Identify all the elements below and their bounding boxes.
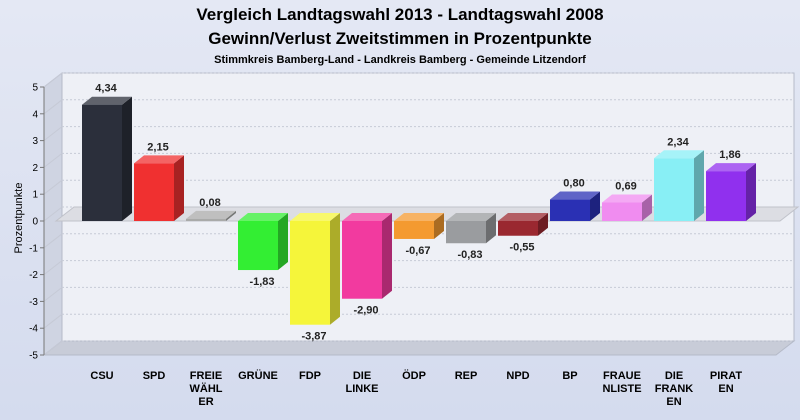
gridline-side bbox=[43, 260, 63, 275]
bar-side bbox=[590, 191, 600, 221]
bar-top bbox=[82, 96, 132, 105]
data-label: 1,86 bbox=[719, 149, 740, 161]
y-tick-label: 0 bbox=[32, 217, 38, 228]
data-label: -0,83 bbox=[457, 249, 482, 261]
data-label: 0,80 bbox=[563, 178, 584, 190]
y-tick-label: 4 bbox=[32, 109, 38, 120]
chart-title-line2: Gewinn/Verlust Zweitstimmen in Prozentpu… bbox=[208, 29, 592, 48]
data-label: -1,83 bbox=[249, 276, 274, 288]
bar-top bbox=[602, 194, 652, 203]
bar-side bbox=[226, 210, 236, 221]
bar-side bbox=[694, 150, 704, 221]
bar-top bbox=[342, 213, 392, 221]
bar-side bbox=[278, 213, 288, 271]
bar-side bbox=[382, 213, 392, 299]
x-tick-label: FDP bbox=[299, 370, 321, 382]
data-label: -0,55 bbox=[509, 242, 534, 254]
gridline-side bbox=[43, 126, 63, 141]
bar-top bbox=[498, 213, 548, 221]
data-label: -3,87 bbox=[301, 331, 326, 343]
plot-area: 5 4 3 2 1 0 -1 -2 -3 -4 -5 4,34 CSU 2,15 SPD 0,08 FREIE W… bbox=[29, 71, 800, 408]
gridline-side bbox=[43, 340, 63, 356]
bar-side bbox=[746, 163, 756, 221]
bar bbox=[394, 221, 434, 239]
bar-top bbox=[186, 210, 236, 219]
bar bbox=[550, 199, 590, 221]
x-tick-label: NPD bbox=[506, 370, 529, 382]
data-label: 4,34 bbox=[95, 83, 117, 95]
y-axis-label: Prozentpunkte bbox=[13, 183, 25, 254]
bar-top bbox=[446, 213, 496, 221]
y-tick-label: 5 bbox=[32, 83, 38, 94]
data-label: 2,34 bbox=[667, 136, 689, 148]
x-tick-label: SPD bbox=[143, 370, 166, 382]
bar bbox=[238, 221, 278, 271]
y-tick-label: 2 bbox=[32, 163, 38, 174]
data-label: -2,90 bbox=[353, 305, 378, 317]
gridline-side bbox=[43, 179, 63, 195]
x-tick-label: DIE LINKE bbox=[346, 370, 379, 395]
bar-top bbox=[706, 163, 756, 172]
x-tick-label: REP bbox=[455, 370, 478, 382]
bar bbox=[602, 202, 642, 221]
bar bbox=[82, 104, 122, 221]
bar-side bbox=[434, 213, 444, 239]
bar-top bbox=[394, 213, 444, 221]
data-label: 0,08 bbox=[199, 197, 220, 209]
bar-side bbox=[642, 194, 652, 221]
y-tick-label: 3 bbox=[32, 136, 38, 147]
bar bbox=[498, 221, 538, 236]
bar bbox=[186, 218, 226, 221]
data-label: -0,67 bbox=[405, 245, 430, 257]
bar-top bbox=[134, 155, 184, 164]
gridline-side bbox=[43, 72, 63, 88]
chart-title-line1: Vergleich Landtagswahl 2013 - Landtagswa… bbox=[196, 5, 603, 24]
data-label: 2,15 bbox=[147, 141, 168, 153]
bar bbox=[446, 221, 486, 244]
bar-top bbox=[550, 191, 600, 200]
y-tick-label: -1 bbox=[29, 243, 38, 254]
chart-subtitle: Stimmkreis Bamberg-Land - Landkreis Bamb… bbox=[214, 54, 586, 66]
bar bbox=[290, 221, 330, 325]
x-tick-label: ÖDP bbox=[402, 369, 426, 382]
x-tick-label: FREIE WÄHL ER bbox=[190, 370, 223, 408]
y-tick-label: -3 bbox=[29, 297, 38, 308]
gridline-side bbox=[43, 313, 63, 329]
bar bbox=[342, 221, 382, 299]
bar bbox=[706, 171, 746, 221]
bar-top bbox=[654, 150, 704, 159]
bar-side bbox=[174, 155, 184, 221]
bar-top bbox=[290, 213, 340, 221]
x-tick-label: DIE FRANK EN bbox=[655, 370, 694, 408]
y-tick-label: -5 bbox=[29, 351, 38, 362]
bar-side bbox=[122, 96, 132, 221]
bar-side bbox=[330, 213, 340, 325]
y-tick-label: -2 bbox=[29, 270, 38, 281]
plot-floor bbox=[42, 340, 796, 356]
gridline-side bbox=[43, 233, 63, 249]
x-tick-label: FRAUE NLISTE bbox=[602, 370, 641, 395]
bar bbox=[654, 158, 694, 221]
gridline-side bbox=[43, 287, 63, 302]
gridline-side bbox=[43, 99, 63, 115]
bar-side bbox=[486, 213, 496, 244]
y-tick-label: -4 bbox=[29, 324, 38, 335]
x-tick-label: BP bbox=[562, 370, 577, 382]
y-tick-label: 1 bbox=[32, 190, 38, 201]
data-label: 0,69 bbox=[615, 181, 636, 193]
gridline-side bbox=[43, 153, 63, 168]
bar-top bbox=[238, 213, 288, 221]
bar-side bbox=[538, 213, 548, 236]
bar bbox=[134, 163, 174, 221]
gridline-side bbox=[43, 206, 63, 222]
x-tick-label: CSU bbox=[90, 370, 113, 382]
x-tick-label: GRÜNE bbox=[238, 369, 278, 382]
x-tick-label: PIRAT EN bbox=[710, 370, 742, 395]
